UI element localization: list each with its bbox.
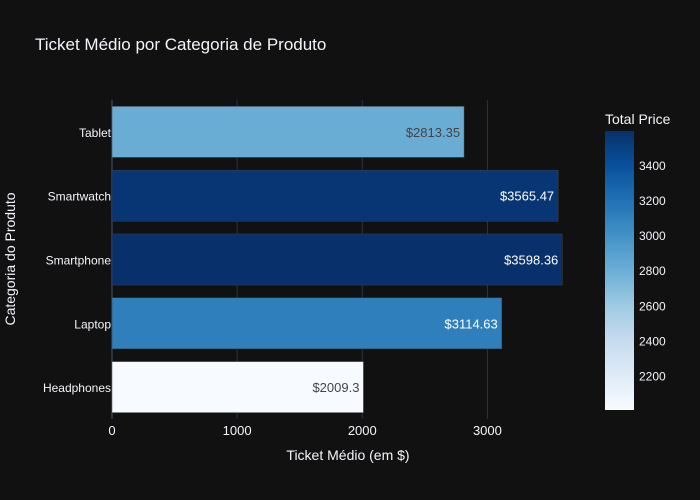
- x-axis-title: Ticket Médio (em $): [286, 447, 409, 463]
- y-tick-label: Smartphone: [46, 254, 112, 268]
- data-label: $2009.3: [312, 380, 359, 395]
- x-tick-label: 2000: [348, 423, 377, 438]
- x-tick-labels: 0 1000 2000 3000: [108, 423, 501, 438]
- bar-smartwatch[interactable]: [111, 169, 559, 222]
- bar-laptop[interactable]: [111, 297, 503, 350]
- colorbar-tick-label: 3400: [639, 159, 666, 173]
- colorbar-tick-label: 2400: [639, 334, 666, 348]
- data-label: $3598.36: [504, 253, 558, 268]
- chart-title: Ticket Médio por Categoria de Produto: [35, 35, 326, 54]
- bar-headphones[interactable]: [111, 361, 364, 413]
- y-tick-labels: Headphones Laptop Smartphone Smartwatch Tabl…: [43, 126, 112, 395]
- colorbar-tick-labels: 2200 2400 2600 2800 3000 3200 3400: [639, 159, 666, 384]
- x-tick-label: 1000: [223, 423, 252, 438]
- data-label: $3114.63: [444, 316, 497, 331]
- bars: $2009.3 $3114.63 $3598.36 $3565.47 $2813.35: [111, 106, 563, 413]
- colorbar: [605, 131, 634, 410]
- x-tick-label: 3000: [473, 423, 502, 438]
- colorbar-tick-label: 2600: [639, 299, 666, 313]
- colorbar-tick-label: 3200: [639, 194, 666, 208]
- colorbar-tick-label: 2800: [639, 264, 666, 278]
- bar-smartphone[interactable]: [111, 233, 563, 286]
- data-label: $3565.47: [500, 189, 554, 204]
- colorbar-tick-label: 2200: [639, 370, 666, 384]
- y-axis-title: Categoria do Produto: [2, 192, 18, 325]
- bar-tablet[interactable]: [111, 106, 465, 158]
- colorbar-tick-label: 3000: [639, 229, 666, 243]
- data-label: $2813.35: [406, 125, 460, 140]
- y-tick-label: Laptop: [74, 317, 111, 331]
- y-tick-label: Tablet: [79, 126, 112, 140]
- y-tick-label: Headphones: [43, 381, 111, 395]
- x-tick-label: 0: [108, 423, 115, 438]
- y-tick-label: Smartwatch: [48, 190, 111, 204]
- colorbar-title: Total Price: [605, 111, 671, 127]
